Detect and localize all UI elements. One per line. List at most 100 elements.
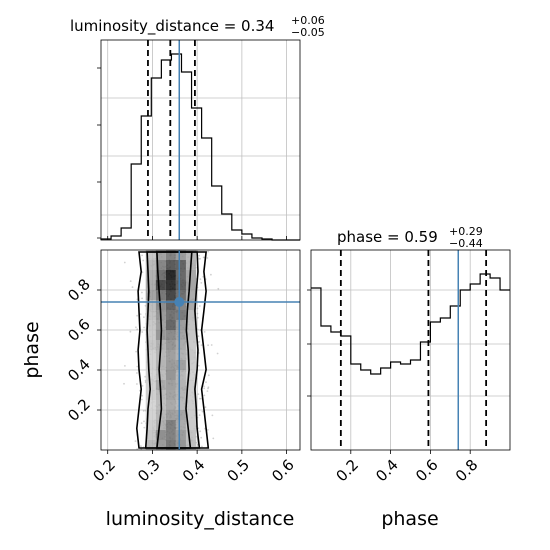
joint-point (196, 312, 199, 315)
joint-point (216, 352, 219, 355)
joint-point (196, 328, 199, 331)
joint-density-cell (175, 410, 186, 420)
joint-density-cell (165, 280, 176, 290)
joint-point (140, 422, 143, 424)
joint-density-cell (155, 370, 166, 380)
joint-point (197, 364, 200, 367)
joint-density-cell (175, 330, 186, 340)
joint-density-cell (185, 370, 197, 380)
joint-point (199, 430, 202, 433)
joint-density-cell (165, 430, 176, 440)
joint-point (201, 410, 204, 413)
joint-density-cell (155, 280, 166, 290)
joint-point (136, 448, 139, 450)
joint-density-cell (145, 330, 156, 340)
joint-density-cell (185, 380, 197, 390)
joint-point (141, 385, 144, 387)
joint-point (200, 282, 203, 284)
phase-hist-grid (311, 250, 510, 450)
joint-xtick-label-0: 0.2 (89, 456, 119, 486)
joint-point (200, 436, 203, 439)
joint-point (207, 429, 209, 431)
joint-truth-lines (101, 250, 300, 450)
joint-density-cell (185, 400, 197, 410)
joint-point (201, 445, 203, 448)
joint-density-cell (175, 440, 186, 450)
joint-point (207, 374, 210, 377)
joint-density-cell (185, 270, 197, 280)
y-axis-label-phase: phase (21, 321, 43, 378)
joint-density-cell (185, 300, 197, 310)
contour-inner (156, 251, 193, 449)
joint-density-cell (185, 440, 197, 450)
joint-point (123, 261, 126, 264)
joint-point (205, 381, 207, 384)
joint-point (207, 387, 209, 390)
joint-point (141, 254, 144, 257)
joint-density-cell (165, 420, 176, 430)
joint-point (210, 344, 213, 346)
joint-density-cell (185, 350, 197, 360)
joint-xtick-label-3: 0.5 (224, 456, 254, 486)
phase-xtick-label-2: 0.6 (412, 456, 442, 486)
joint-point (136, 372, 138, 374)
joint-density-cell (145, 250, 156, 260)
joint-density-cell (185, 320, 197, 330)
ld-histogram-step (100, 53, 300, 241)
joint-x-ticks: 0.2 0.3 0.4 0.5 0.6 (89, 450, 298, 486)
joint-density-cell (145, 380, 156, 390)
phase-xtick-label-0: 0.2 (332, 456, 362, 486)
joint-density-cell (155, 420, 166, 430)
joint-frame (100, 249, 301, 451)
phase-x-ticks: 0.2 0.4 0.6 0.8 (332, 450, 481, 485)
joint-point (136, 365, 139, 368)
joint-point (198, 254, 201, 257)
joint-point (140, 398, 143, 401)
joint-density-cell (165, 360, 176, 370)
joint-point (196, 445, 199, 448)
joint-point (134, 440, 137, 442)
joint-point (141, 331, 144, 333)
joint-density-cell (145, 300, 156, 310)
joint-point (143, 316, 145, 319)
joint-point (143, 426, 146, 429)
phase-hist-y-ticks (307, 289, 311, 397)
joint-density-cell (145, 410, 156, 420)
joint-density-cell (145, 340, 156, 350)
joint-density-cell (165, 400, 176, 410)
ld-hist-ticks (97, 67, 287, 240)
joint-point (210, 273, 212, 276)
joint-point (197, 316, 199, 319)
joint-point (199, 257, 202, 260)
title-phase: phase = 0.59 +0.29 −0.44 (337, 225, 483, 250)
joint-density-cell (165, 330, 176, 340)
joint-point (141, 394, 144, 397)
joint-point (141, 291, 143, 294)
joint-density-cell (165, 380, 176, 390)
joint-point (139, 313, 142, 316)
joint-ytick-label-3: 0.8 (64, 275, 94, 305)
joint-density-cell (165, 340, 176, 350)
joint-density-cell (145, 440, 156, 450)
title-phase-minus: −0.44 (449, 237, 483, 250)
joint-density-cell (175, 290, 186, 300)
joint-point (206, 257, 209, 259)
joint-point (129, 280, 132, 282)
joint-density-cell (145, 320, 156, 330)
phase-hist-frame (310, 249, 511, 451)
joint-density-cell (175, 320, 186, 330)
phase-xtick-label-1: 0.4 (372, 456, 402, 486)
joint-density-cell (145, 370, 156, 380)
joint-density-cell (165, 260, 176, 270)
joint-density-cell (165, 410, 176, 420)
joint-density-cell (185, 310, 197, 320)
joint-point (203, 387, 206, 390)
joint-density-cell (145, 420, 156, 430)
joint-density-cell (175, 270, 186, 280)
luminosity-distance-histogram (97, 39, 301, 241)
joint-point (135, 350, 138, 353)
joint-ytick-label-1: 0.4 (64, 355, 94, 385)
joint-point (136, 383, 138, 385)
joint-density-cell (165, 310, 176, 320)
